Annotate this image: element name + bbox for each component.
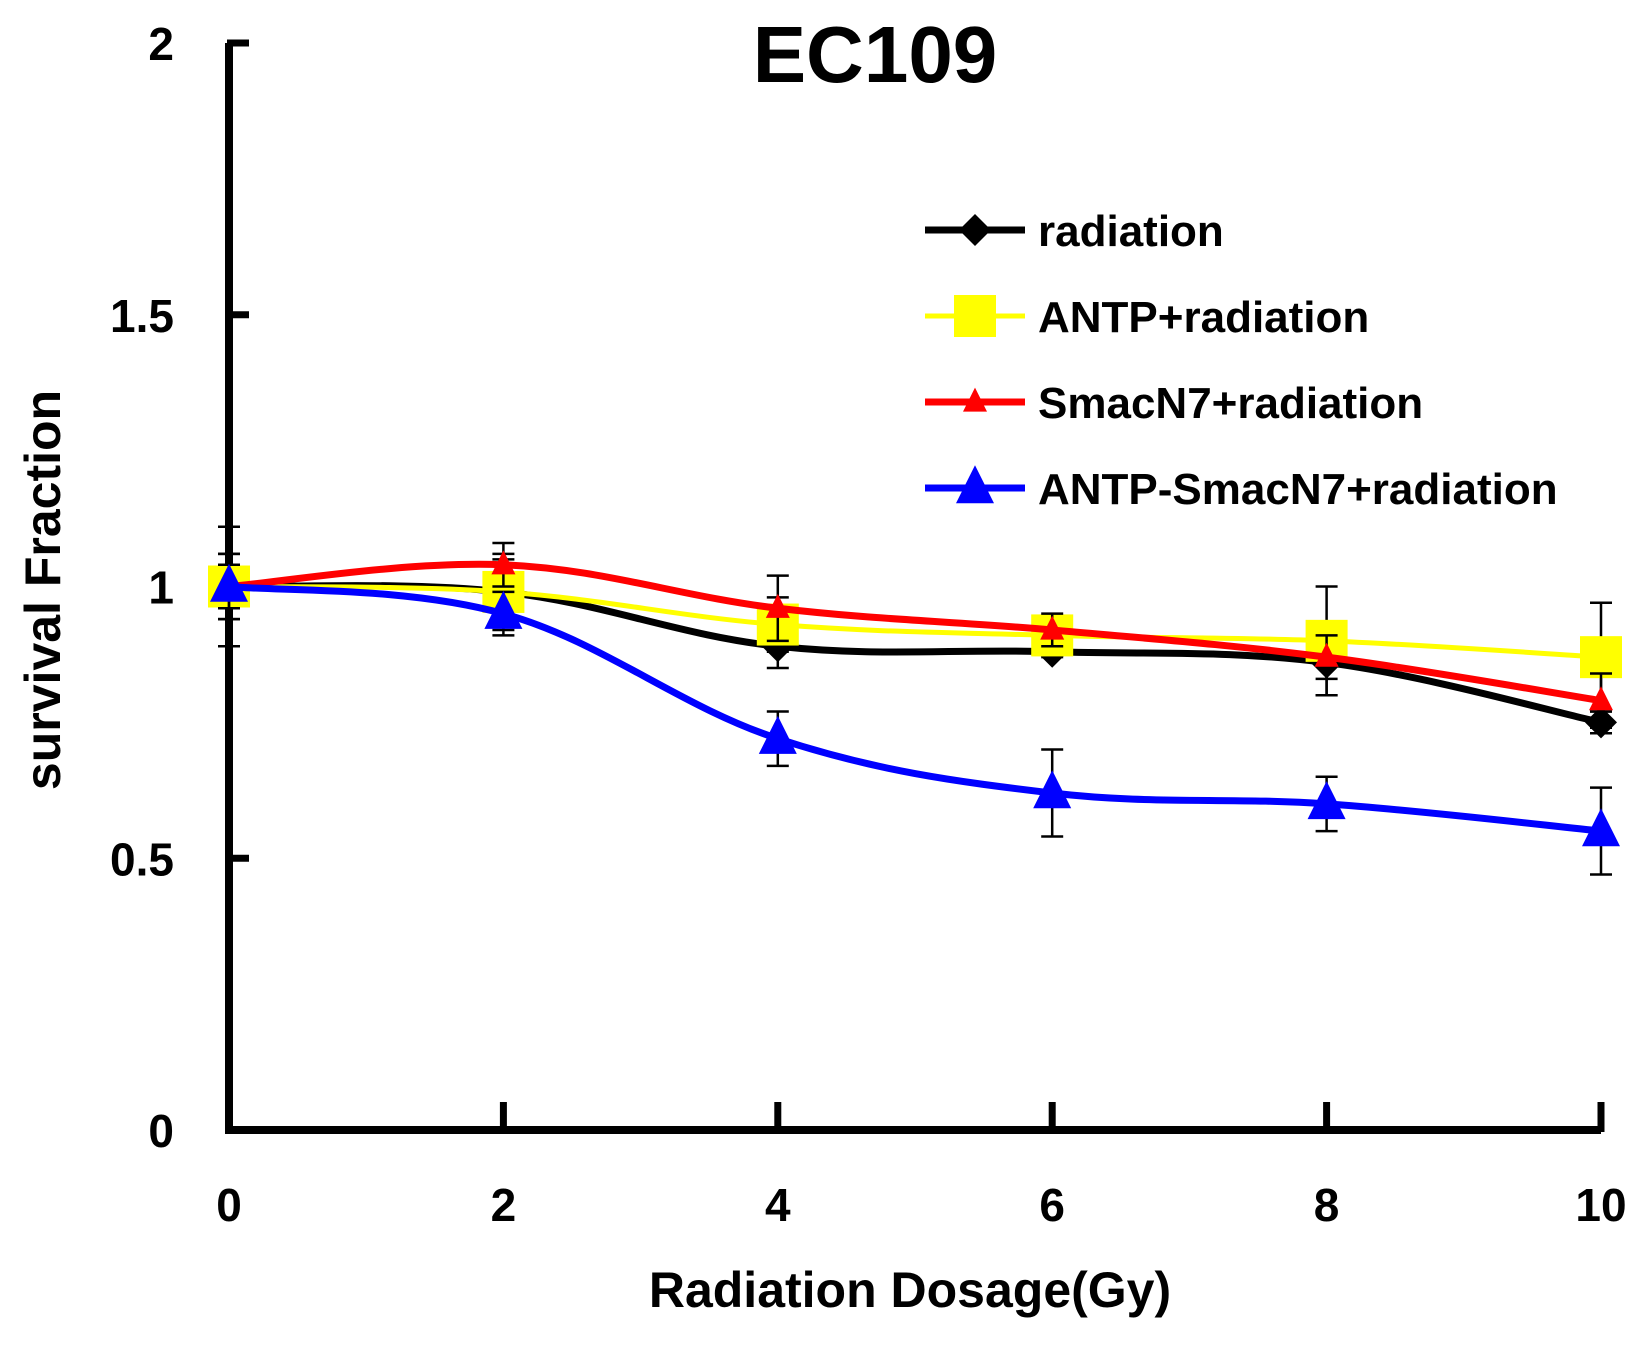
x-tick-label: 4: [765, 1179, 791, 1231]
data-point: [1582, 808, 1620, 847]
x-tick-label: 8: [1314, 1179, 1340, 1231]
data-point: [1589, 686, 1613, 711]
legend-swatch-marker: [956, 465, 994, 504]
x-tick-label: 0: [216, 1179, 242, 1231]
x-tick-label: 6: [1039, 1179, 1065, 1231]
legend: radiation ANTP+radiation SmacN7+radiation A…: [925, 207, 1558, 514]
series-1: [208, 552, 1622, 713]
legend-item: ANTP-SmacN7+radiation: [925, 465, 1558, 514]
legend-label: ANTP+radiation: [1038, 293, 1369, 342]
y-tick-label: 1: [148, 562, 174, 614]
series-line: [228, 583, 1602, 835]
series-line: [228, 582, 1602, 726]
legend-label: SmacN7+radiation: [1038, 379, 1423, 428]
series-line: [228, 560, 1602, 705]
data-point: [758, 715, 797, 754]
series-3: [210, 525, 1620, 876]
legend-item: ANTP+radiation: [925, 293, 1369, 342]
data-point: [765, 593, 790, 618]
series-line: [228, 584, 1602, 660]
y-tick-label: 2: [148, 18, 174, 70]
series-2: [217, 541, 1613, 730]
ticks: 0 0.5 1 1.5 2 0 2 4 6 8 10: [110, 18, 1627, 1231]
series-layer: [208, 525, 1622, 876]
legend-item: radiation: [925, 207, 1224, 256]
legend-swatch-marker: [963, 387, 987, 412]
data-point: [484, 590, 523, 629]
y-axis-label: survival Fraction: [15, 390, 71, 790]
legend-swatch-marker: [954, 295, 996, 337]
legend-item: SmacN7+radiation: [925, 379, 1423, 428]
x-tick-label: 10: [1575, 1179, 1626, 1231]
x-axis-label: Radiation Dosage(Gy): [649, 1262, 1171, 1318]
chart-title: EC109: [753, 10, 998, 99]
data-point: [1580, 636, 1622, 679]
y-tick-label: 0: [148, 1105, 174, 1157]
y-tick-label: 0.5: [110, 833, 174, 885]
data-point: [1314, 642, 1339, 667]
legend-label: ANTP-SmacN7+radiation: [1038, 465, 1558, 514]
data-point: [491, 550, 516, 575]
data-point: [1307, 781, 1346, 820]
data-point: [1033, 770, 1072, 809]
legend-label: radiation: [1038, 207, 1224, 256]
y-tick-label: 1.5: [110, 290, 174, 342]
data-point: [1040, 615, 1065, 640]
legend-swatch-marker: [959, 214, 991, 246]
x-tick-label: 2: [491, 1179, 517, 1231]
data-point: [210, 563, 248, 602]
